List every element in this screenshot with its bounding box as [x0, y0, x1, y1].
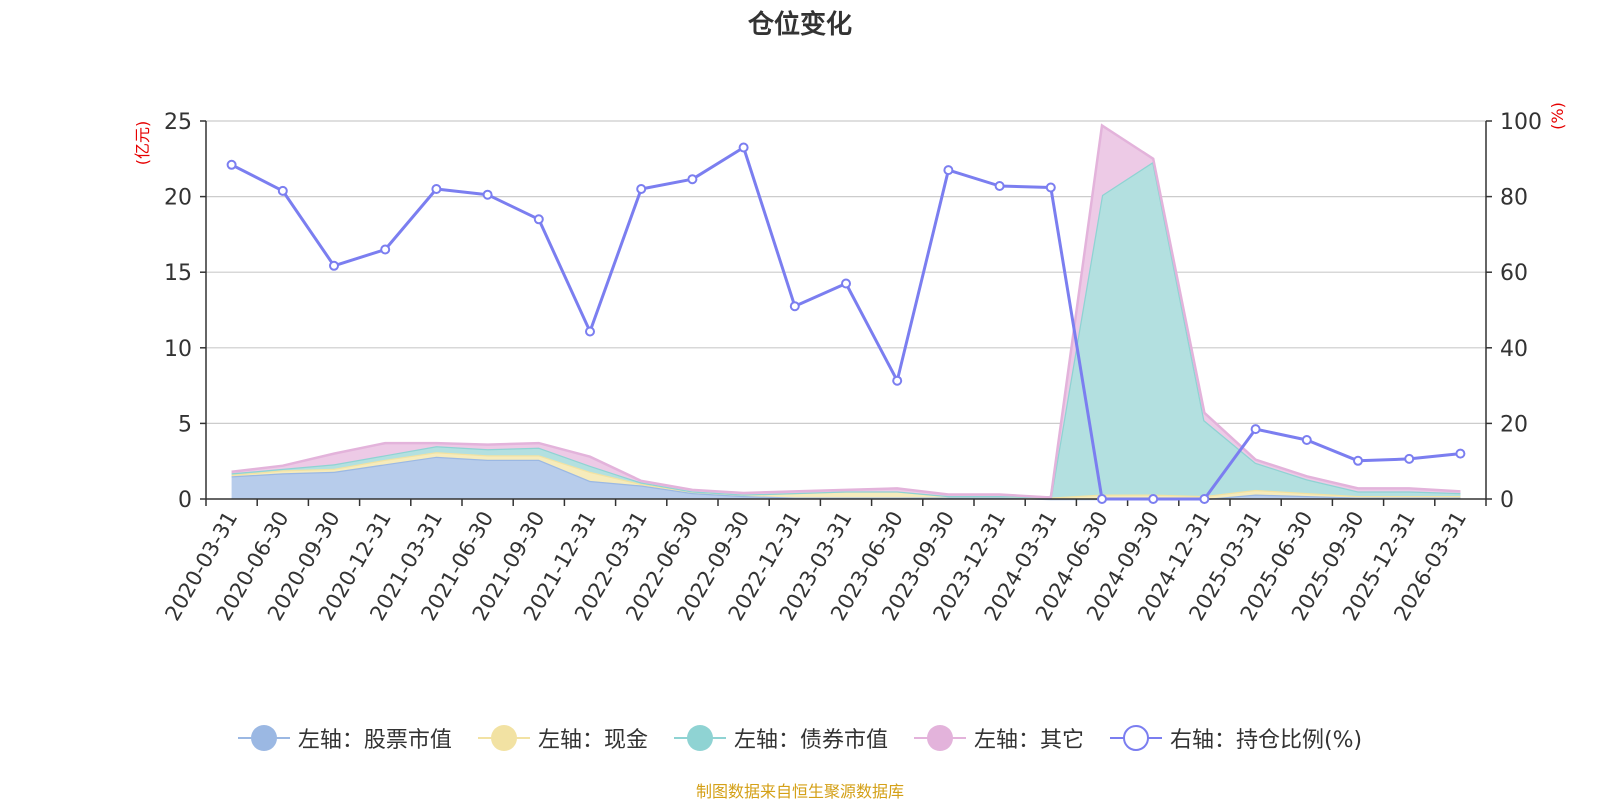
stacked-areas — [231, 123, 1461, 501]
left-axis-unit: (亿元) — [133, 121, 152, 166]
data-source-note: 制图数据来自恒生聚源数据库 — [695, 782, 904, 801]
ratio-point — [1353, 455, 1363, 466]
right-tick-label: 0 — [1500, 488, 1514, 513]
ratio-point — [1250, 424, 1261, 435]
ratio-point — [482, 189, 493, 200]
right-axis-unit: (%) — [1548, 102, 1567, 130]
ratio-point — [533, 214, 544, 225]
ratio-point — [841, 278, 851, 289]
ratio-point — [585, 326, 595, 337]
ratio-point — [1455, 448, 1466, 459]
right-tick-label: 80 — [1500, 186, 1528, 211]
legend-item[interactable]: 右轴：持仓比例(%) — [1109, 722, 1363, 754]
left-tick-label: 0 — [178, 488, 192, 513]
left-tick-label: 15 — [164, 261, 192, 286]
left-tick-label: 5 — [178, 412, 192, 437]
ratio-point — [226, 159, 237, 170]
legend-label: 左轴：现金 — [537, 728, 648, 753]
right-tick-label: 60 — [1500, 261, 1528, 286]
legend-item[interactable]: 左轴：股票市值 — [237, 722, 452, 754]
legend-marker-icon — [1109, 725, 1162, 751]
area-左轴：股票市值 — [231, 456, 1461, 499]
legend-item[interactable]: 左轴：现金 — [477, 722, 648, 754]
ratio-point — [380, 244, 391, 255]
ratio-point — [329, 260, 339, 271]
legend-label: 左轴：股票市值 — [297, 728, 452, 753]
ratio-point — [943, 165, 954, 176]
ratio-point — [1404, 453, 1415, 464]
ratio-point — [687, 174, 698, 185]
legend-label: 左轴：债券市值 — [733, 728, 888, 753]
legend-marker-icon — [477, 725, 530, 751]
right-tick-label: 20 — [1500, 412, 1528, 437]
legend-marker-icon — [913, 725, 966, 751]
legend-item[interactable]: 左轴：其它 — [913, 722, 1084, 754]
right-tick-label: 40 — [1500, 337, 1528, 362]
right-tick-label: 100 — [1500, 110, 1542, 135]
ratio-point — [1199, 494, 1210, 504]
ratio-point — [636, 184, 647, 194]
legend-label: 右轴：持仓比例(%) — [1169, 728, 1363, 753]
ratio-point — [1045, 182, 1056, 193]
left-tick-label: 10 — [164, 337, 192, 362]
ratio-point — [277, 185, 288, 196]
ratio-point — [1097, 494, 1107, 504]
ratio-point — [789, 301, 800, 312]
legend-label: 左轴：其它 — [973, 728, 1084, 753]
holding-ratio-line — [226, 142, 1466, 504]
chart-legend: 左轴：股票市值 左轴：现金 左轴：债券市值 左轴：其它 右轴：持仓比例(%) — [0, 722, 1600, 754]
axes: 05101520250204060801002020-03-312020-06-… — [160, 110, 1542, 625]
area-左轴：债券市值 — [231, 161, 1461, 498]
ratio-point — [994, 181, 1005, 191]
left-tick-label: 25 — [164, 110, 192, 135]
legend-item[interactable]: 左轴：债券市值 — [673, 722, 888, 754]
ratio-point — [892, 375, 903, 386]
grid-lines — [206, 120, 1486, 424]
chart-title: 仓位变化 — [747, 10, 852, 40]
ratio-point — [1301, 435, 1312, 445]
ratio-point — [738, 142, 749, 153]
area-edge-左轴：其它 — [231, 123, 1461, 499]
ratio-point — [431, 184, 442, 194]
legend-marker-icon — [237, 725, 290, 751]
ratio-point — [1148, 494, 1159, 504]
legend-marker-icon — [673, 725, 726, 751]
area-左轴：其它 — [231, 125, 1461, 498]
left-tick-label: 20 — [164, 186, 192, 211]
